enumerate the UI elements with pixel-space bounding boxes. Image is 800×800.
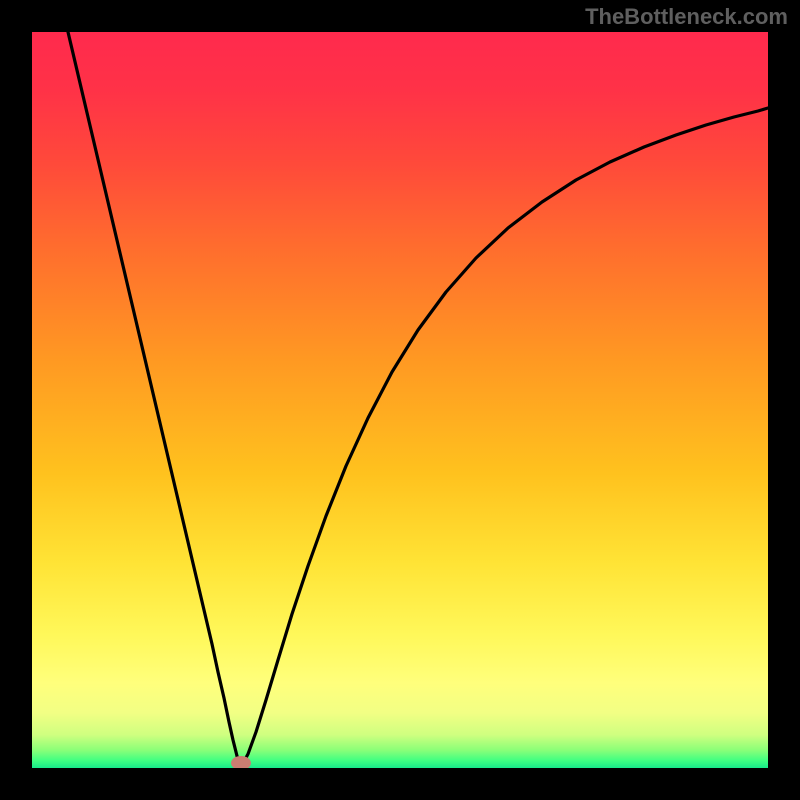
plot-svg bbox=[32, 32, 768, 768]
chart-container: TheBottleneck.com bbox=[0, 0, 800, 800]
watermark-text: TheBottleneck.com bbox=[585, 4, 788, 30]
plot-area bbox=[32, 32, 768, 768]
